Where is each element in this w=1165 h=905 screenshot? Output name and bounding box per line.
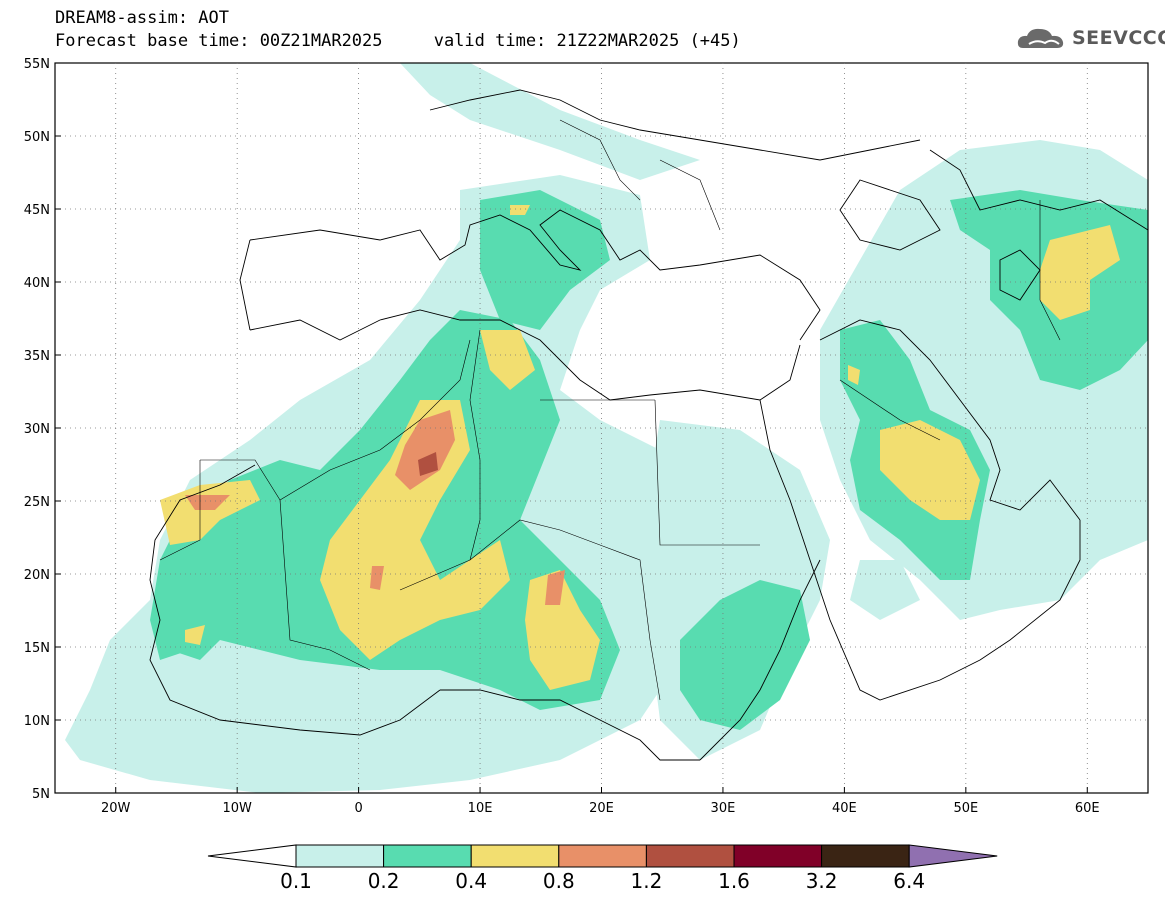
country-borders — [159, 119, 1061, 701]
cloud-logo-icon — [1017, 28, 1064, 48]
lat-tick-label: 10N — [24, 714, 50, 729]
lon-axis: 20W 10W 0 10E 20E 30E 40E 50E 60E — [101, 787, 1100, 816]
lat-tick-label: 35N — [24, 349, 50, 364]
colorbar-label: 0.4 — [455, 869, 488, 893]
lat-tick-label: 45N — [24, 203, 50, 218]
lat-tick-label: 20N — [24, 568, 50, 583]
base-time: Forecast base time: 00Z21MAR2025 — [55, 31, 383, 51]
lat-tick-label: 15N — [24, 641, 50, 656]
lon-tick-label: 30E — [711, 801, 736, 816]
lon-tick-label: 40E — [832, 801, 857, 816]
aot-band-0-4 — [160, 205, 1120, 690]
map-title: DREAM8-assim: AOT — [55, 8, 229, 28]
lat-axis: 5N 10N 15N 20N 25N 30N 35N 40N 45N 50N 55N — [24, 57, 61, 802]
colorbar-label: 3.2 — [805, 869, 838, 893]
lon-tick-label: 10W — [222, 801, 252, 816]
lat-tick-label: 25N — [24, 495, 50, 510]
lat-tick-label: 40N — [24, 276, 50, 291]
aot-band-0-8 — [185, 410, 565, 605]
lon-tick-label: 60E — [1075, 801, 1100, 816]
lon-tick-label: 20W — [101, 801, 131, 816]
colorbar-label: 0.1 — [280, 869, 312, 893]
aot-band-1-2 — [418, 452, 438, 476]
aot-field — [65, 63, 1148, 793]
lat-tick-label: 50N — [24, 130, 50, 145]
lon-tick-label: 50E — [953, 801, 978, 816]
valid-time: valid time: 21Z22MAR2025 (+45) — [433, 31, 741, 51]
lon-tick-label: 20E — [589, 801, 614, 816]
lon-tick-label: 0 — [354, 801, 362, 816]
map-grid — [55, 63, 1148, 793]
colorbar-label: 1.6 — [718, 869, 750, 893]
colorbar-label: 0.2 — [367, 869, 400, 893]
lat-tick-label: 55N — [24, 57, 50, 72]
colorbar-label: 6.4 — [893, 869, 926, 893]
colorbar-label: 1.2 — [630, 869, 663, 893]
lat-tick-label: 5N — [32, 787, 50, 802]
forecast-time-line: Forecast base time: 00Z21MAR2025 valid t… — [55, 31, 741, 51]
logo-text: SEEVCCC — [1072, 27, 1165, 49]
coastlines — [149, 89, 1149, 761]
lat-tick-label: 30N — [24, 422, 50, 437]
lon-tick-label: 10E — [468, 801, 493, 816]
colorbar-label: 0.8 — [542, 869, 575, 893]
